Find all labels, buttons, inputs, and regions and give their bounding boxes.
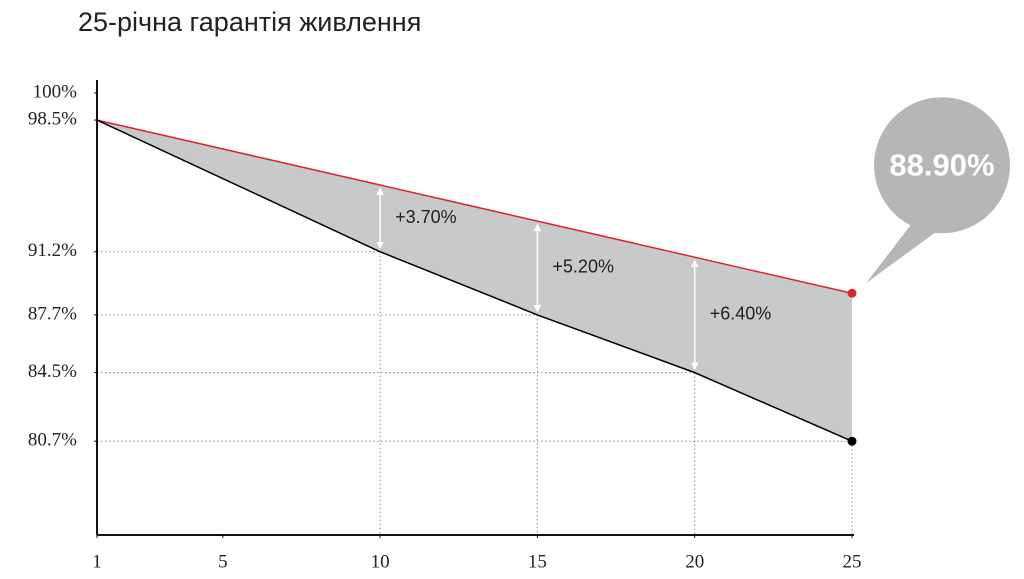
- difference-label: +3.70%: [395, 207, 457, 227]
- x-tick-label: 20: [685, 551, 704, 572]
- x-tick-label: 15: [528, 551, 547, 572]
- y-tick-label: 98.5%: [28, 108, 77, 129]
- y-tick-label: 100%: [33, 81, 78, 102]
- chart-title: 25-річна гарантія живлення: [78, 7, 421, 37]
- x-tick-label: 10: [371, 551, 390, 572]
- end-point: [847, 288, 857, 298]
- y-tick-label: 84.5%: [28, 361, 77, 382]
- x-tick-label: 5: [218, 551, 228, 572]
- y-tick-label: 91.2%: [28, 240, 77, 261]
- callout-label: 88.90%: [889, 147, 994, 182]
- y-tick-label: 80.7%: [28, 430, 77, 451]
- series-line: [96, 119, 853, 294]
- difference-label: +6.40%: [710, 304, 772, 324]
- x-tick-label: 25: [843, 551, 862, 572]
- end-point: [847, 436, 857, 446]
- y-tick-label: 87.7%: [28, 303, 77, 324]
- x-tick-label: 1: [92, 551, 102, 572]
- gap-area: [97, 120, 852, 442]
- difference-label: +5.20%: [552, 257, 614, 277]
- callout-bubble: [874, 97, 1010, 234]
- series-line: [96, 119, 853, 442]
- callout-bubble: [866, 223, 937, 284]
